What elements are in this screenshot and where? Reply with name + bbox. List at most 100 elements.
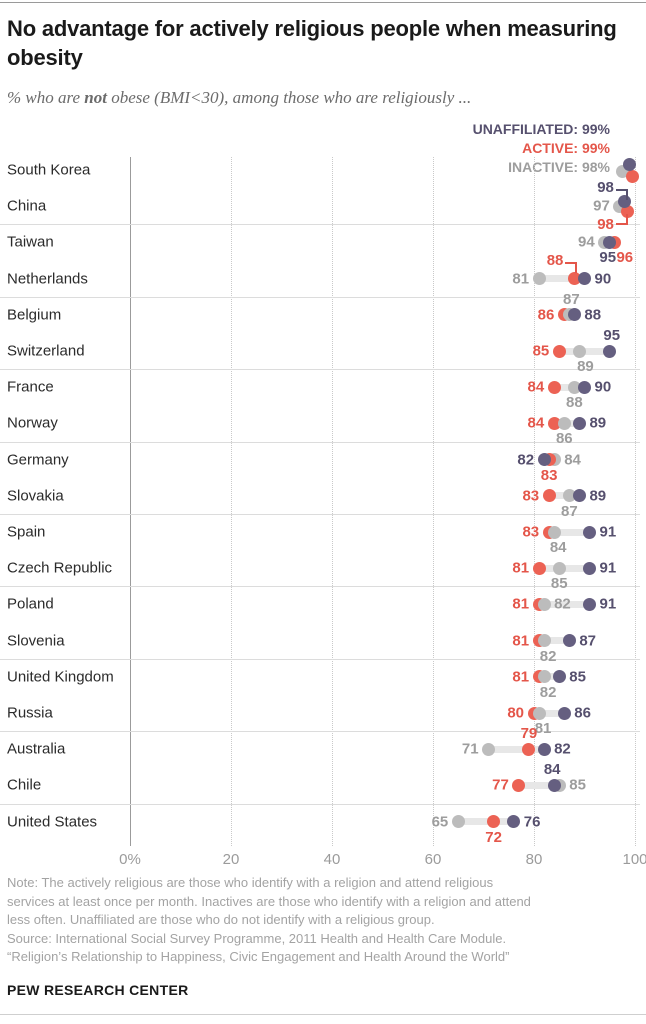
- chart-subtitle: % who are not obese (BMI<30), among thos…: [7, 88, 639, 108]
- note-line: Source: International Social Survey Prog…: [7, 930, 507, 946]
- inactive-value-label: 84: [549, 539, 567, 556]
- active-dot: [547, 416, 561, 430]
- country-label: United States: [7, 813, 98, 831]
- country-label: Belgium: [7, 306, 62, 324]
- note-line: Note: The actively religious are those w…: [7, 875, 494, 890]
- axis-zero-line: [130, 157, 131, 846]
- active-dot: [567, 272, 581, 286]
- inactive-value-label: 87: [561, 502, 578, 520]
- x-axis-tick: 80: [525, 851, 543, 868]
- note-line: services at least once per month. Inacti…: [7, 893, 531, 909]
- unaffiliated-dot: [603, 235, 617, 249]
- subtitle-bold-word: not: [84, 88, 107, 107]
- active-value-label: 77: [492, 776, 509, 794]
- inactive-dot: [557, 416, 571, 430]
- active-dot: [621, 204, 635, 218]
- active-value-label: 83: [522, 523, 540, 541]
- unaffiliated-value-label: 98: [597, 179, 614, 197]
- top-rule: [0, 2, 646, 3]
- inactive-value-label: 82: [539, 647, 557, 665]
- unaffiliated-dot: [583, 525, 597, 539]
- inactive-value-label: 85: [569, 776, 586, 794]
- inactive-dot: [547, 525, 561, 539]
- unaffiliated-dot: [547, 778, 561, 792]
- unaffiliated-dot: [537, 742, 551, 756]
- x-axis-tick: 20: [222, 851, 240, 868]
- active-dot: [522, 742, 536, 756]
- x-axis-tick: 100: [622, 851, 646, 868]
- group-separator: [0, 296, 640, 298]
- country-label: Slovenia: [7, 632, 65, 650]
- unaffiliated-dot: [618, 194, 632, 208]
- country-label: Switzerland: [7, 342, 85, 360]
- country-label: Australia: [7, 740, 66, 758]
- subtitle-prefix: % who are: [7, 88, 85, 107]
- label-leader-elbow: [565, 261, 578, 273]
- country-label: Spain: [7, 523, 46, 541]
- unaffiliated-value-label: 85: [569, 668, 586, 686]
- active-dot: [512, 778, 526, 792]
- inactive-value-label: 89: [577, 358, 594, 375]
- row-connector: [539, 600, 590, 608]
- row-connector: [539, 637, 570, 645]
- inactive-value-label: 87: [563, 290, 580, 308]
- x-axis-tick: 60: [424, 851, 442, 868]
- unaffiliated-dot: [623, 157, 637, 171]
- unaffiliated-value-label: 91: [599, 595, 617, 613]
- unaffiliated-value-label: 82: [517, 451, 535, 469]
- unaffiliated-value-label: 87: [579, 632, 597, 650]
- unaffiliated-value-label: 95: [603, 327, 621, 344]
- active-value-label: 83: [522, 487, 540, 505]
- legend-active: ACTIVE: 99%: [522, 140, 610, 156]
- active-dot: [532, 561, 546, 575]
- active-value-label: 81: [512, 632, 530, 650]
- gridline: [332, 157, 333, 846]
- x-axis-tick: 40: [323, 851, 341, 868]
- active-value-label: 81: [512, 559, 530, 577]
- group-separator: [0, 658, 640, 660]
- group-separator: [0, 731, 640, 733]
- inactive-dot: [562, 489, 576, 503]
- country-label: China: [7, 197, 47, 215]
- unaffiliated-value-label: 86: [574, 704, 591, 722]
- unaffiliated-value-label: 88: [584, 306, 602, 324]
- group-separator: [0, 586, 640, 588]
- note-line: less often. Unaffiliated are those who d…: [7, 912, 435, 927]
- inactive-value-label: 65: [431, 813, 449, 831]
- inactive-value-label: 81: [534, 720, 552, 737]
- label-leader-elbow: [615, 214, 628, 226]
- unaffiliated-dot: [578, 380, 591, 394]
- inactive-value-label: 88: [566, 394, 583, 412]
- active-value-label: 96: [616, 249, 634, 267]
- group-separator: [0, 369, 640, 371]
- inactive-value-label: 81: [512, 270, 530, 288]
- group-separator: [0, 513, 640, 515]
- gridline: [231, 157, 232, 846]
- group-separator: [0, 224, 640, 226]
- inactive-dot: [482, 742, 496, 756]
- active-value-label: 83: [540, 466, 558, 484]
- inactive-value-label: 97: [593, 197, 610, 215]
- unaffiliated-value-label: 89: [589, 487, 607, 505]
- page-title: No advantage for actively religious peop…: [7, 16, 617, 70]
- country-label: United Kingdom: [7, 668, 114, 686]
- inactive-dot: [537, 634, 551, 648]
- row-connector: [458, 818, 514, 826]
- country-label: Russia: [7, 704, 53, 722]
- active-dot: [542, 489, 556, 503]
- active-value-label: 88: [546, 251, 564, 269]
- unaffiliated-dot: [583, 597, 597, 611]
- subtitle-suffix: obese (BMI<30), among those who are reli…: [106, 88, 472, 107]
- active-dot: [487, 815, 501, 829]
- active-value-label: 98: [597, 216, 614, 234]
- bottom-rule: [0, 1014, 646, 1015]
- inactive-value-label: 71: [461, 740, 479, 758]
- inactive-value-label: 94: [578, 233, 595, 251]
- x-axis-tick: 0%: [119, 851, 141, 868]
- country-label: Czech Republic: [7, 559, 113, 577]
- unaffiliated-dot: [572, 416, 586, 430]
- inactive-value-label: 86: [555, 430, 573, 448]
- legend-inactive: INACTIVE: 98%: [508, 159, 610, 175]
- group-separator: [0, 803, 640, 805]
- unaffiliated-dot: [583, 561, 597, 575]
